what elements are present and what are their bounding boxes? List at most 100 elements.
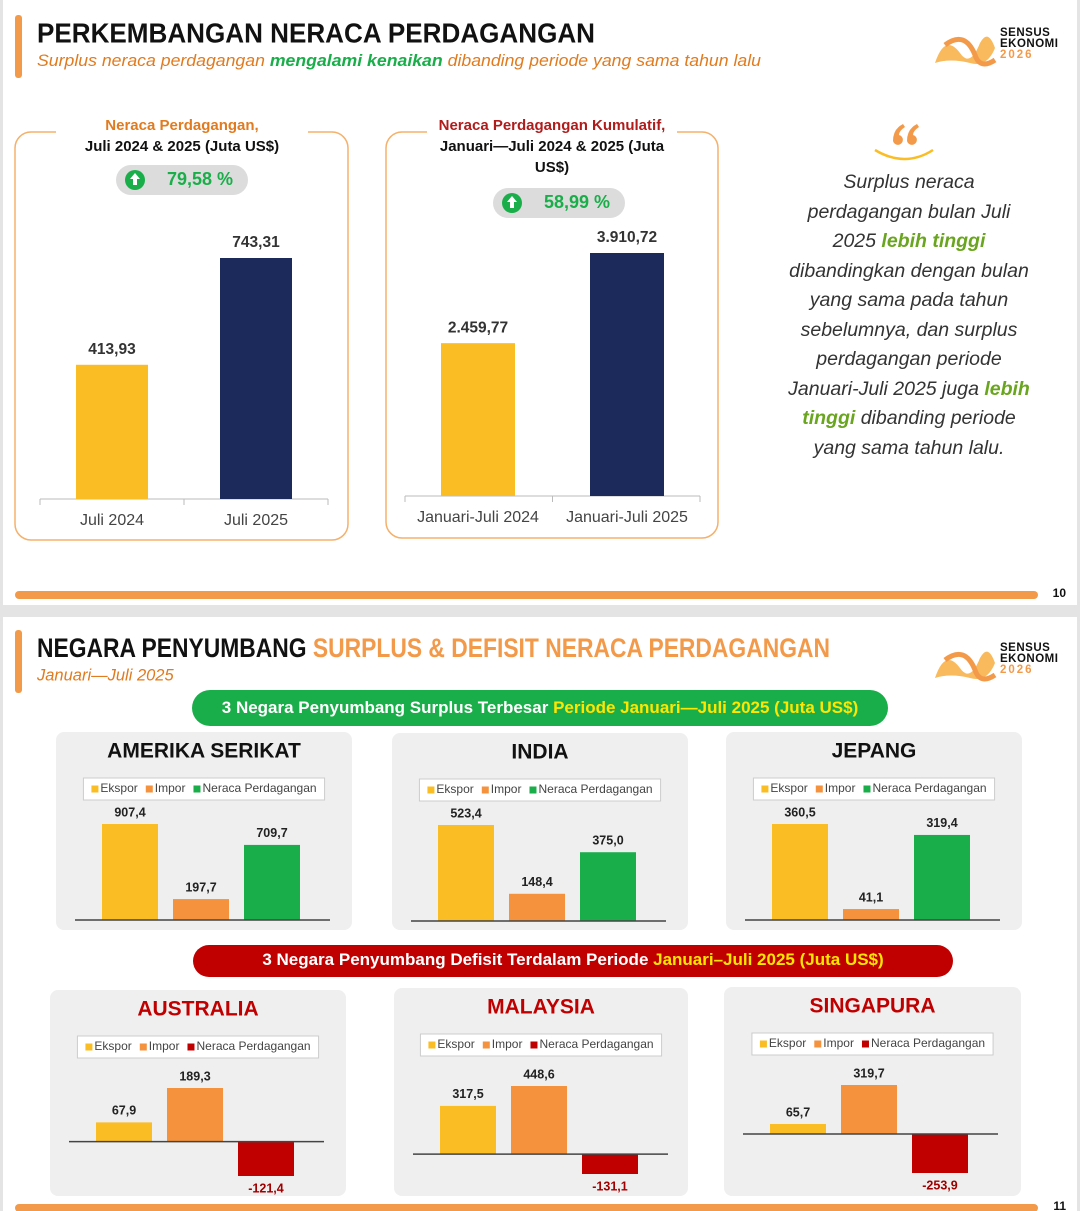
legend-swatch	[193, 785, 201, 793]
legend-label: Neraca Perdagangan	[538, 782, 652, 796]
value-label: 148,4	[521, 875, 552, 889]
bar	[76, 364, 148, 499]
value-label: 743,31	[232, 234, 280, 251]
slide-1	[3, 0, 1077, 605]
slide-subtitle: Januari—Juli 2025	[36, 666, 174, 684]
logo-swirl	[935, 36, 995, 64]
legend-label: Impor	[155, 781, 186, 795]
quote-part: Surplus neraca perdagangan bulan Juli 20…	[807, 171, 1011, 252]
legend-box	[751, 1032, 994, 1056]
logo-swirl	[935, 651, 995, 679]
legend-box	[418, 778, 662, 802]
bar	[580, 852, 636, 921]
value-label: 65,7	[786, 1105, 810, 1119]
value-label: 67,9	[112, 1104, 136, 1118]
value-label: 2.459,77	[448, 319, 508, 336]
country-title: MALAYSIA	[487, 996, 595, 1019]
quote-emphasis: lebih tinggi	[881, 230, 986, 252]
change-badge	[493, 188, 625, 218]
title-part: SURPLUS & DEFISIT NERACA PERDAGANGAN	[313, 633, 830, 663]
legend-label: Neraca Perdagangan	[872, 781, 986, 795]
legend-swatch	[85, 1043, 93, 1051]
bar	[912, 1134, 968, 1173]
x-tick-label: Januari-Juli 2025	[566, 509, 688, 526]
chart-title: Neraca Perdagangan,	[105, 117, 259, 134]
value-label: 197,7	[185, 880, 216, 894]
accent-bar	[15, 630, 22, 693]
change-label: 58,99 %	[544, 192, 610, 212]
slide-title: NEGARA PENYUMBANG SURPLUS & DEFISIT NERA…	[37, 633, 830, 663]
value-label: 523,4	[450, 806, 481, 820]
page-number: 10	[1053, 586, 1067, 600]
accent-bar	[15, 15, 22, 78]
value-label: 375,0	[592, 834, 623, 848]
bar	[102, 824, 158, 920]
legend: Ekspor Impor Neraca Perdagangan	[85, 1039, 311, 1053]
legend: Ekspor Impor Neraca Perdagangan	[427, 782, 653, 796]
change-label: 79,58 %	[167, 169, 233, 189]
country-title: AUSTRALIA	[137, 998, 258, 1021]
legend-swatch	[428, 1041, 436, 1049]
value-label: 413,93	[88, 341, 136, 358]
legend-label: Neraca Perdagangan	[202, 781, 316, 795]
value-label: 907,4	[114, 805, 145, 819]
slide-title: PERKEMBANGAN NERACA PERDAGANGAN	[37, 17, 595, 48]
legend-label: Impor	[149, 1039, 180, 1053]
quote-part: dibanding periode yang sama tahun lalu.	[813, 407, 1016, 459]
bar	[770, 1123, 826, 1135]
chart-title-block: Neraca Perdagangan Kumulatif, Januari—Jul…	[427, 115, 677, 178]
legend-swatch	[761, 785, 769, 793]
bar	[244, 844, 300, 920]
slide-subtitle: Surplus neraca perdagangan mengalami ken…	[37, 52, 761, 70]
logo-text: 2026	[1000, 664, 1034, 676]
logo-text: 2026	[1000, 49, 1034, 61]
legend-label: Impor	[492, 1037, 523, 1051]
x-tick-label: Juli 2024	[80, 512, 144, 529]
legend-label: Ekspor	[436, 782, 473, 796]
country-title: AMERIKA SERIKAT	[107, 740, 301, 763]
legend-label: Ekspor	[769, 1036, 806, 1050]
logo-swirl	[943, 36, 997, 67]
change-badge	[116, 165, 248, 195]
legend-swatch	[187, 1043, 195, 1051]
quote-emphasis: lebih tinggi	[802, 377, 1030, 430]
legend-label: Neraca Perdagangan	[871, 1036, 985, 1050]
legend-swatch	[814, 1040, 822, 1048]
bar	[441, 343, 515, 496]
legend-label: Ekspor	[770, 781, 807, 795]
value-label: 3.910,72	[597, 229, 657, 246]
banner-part: 3 Negara Penyumbang Defisit Terdalam Per…	[262, 950, 653, 969]
legend-swatch	[530, 1041, 538, 1049]
legend-label: Ekspor	[94, 1039, 131, 1053]
footer-bar	[15, 591, 1038, 599]
value-label: 317,5	[452, 1087, 483, 1101]
legend-box	[419, 1033, 663, 1057]
deficit-banner	[193, 945, 953, 977]
value-label: 41,1	[859, 890, 883, 904]
quote: Surplus neraca perdagangan bulan Juli 20…	[785, 168, 1033, 463]
legend-label: Neraca Perdagangan	[196, 1039, 310, 1053]
legend-swatch	[427, 786, 435, 794]
legend-swatch	[759, 1040, 767, 1048]
bar	[590, 253, 664, 496]
subtitle-part: dibanding periode yang sama tahun lalu	[443, 52, 761, 70]
page-number: 11	[1053, 1199, 1066, 1211]
subtitle-emphasis: mengalami kenaikan	[270, 52, 443, 70]
bar	[841, 1085, 897, 1135]
legend-label: Ekspor	[437, 1037, 474, 1051]
legend-swatch	[529, 786, 537, 794]
bar	[438, 825, 494, 921]
value-label: 360,5	[784, 805, 815, 819]
title-part: NEGARA PENYUMBANG	[37, 633, 313, 663]
legend-label: Impor	[491, 782, 522, 796]
bar	[220, 258, 292, 499]
bar	[843, 909, 899, 920]
change-arrow	[130, 173, 140, 185]
bar	[167, 1088, 223, 1142]
banner-text: 3 Negara Penyumbang Surplus Terbesar Per…	[222, 698, 858, 717]
banner-part: Periode Januari—Juli 2025 (Juta US$)	[553, 698, 858, 717]
footer-bar	[15, 1204, 1038, 1211]
legend-box	[752, 777, 996, 801]
